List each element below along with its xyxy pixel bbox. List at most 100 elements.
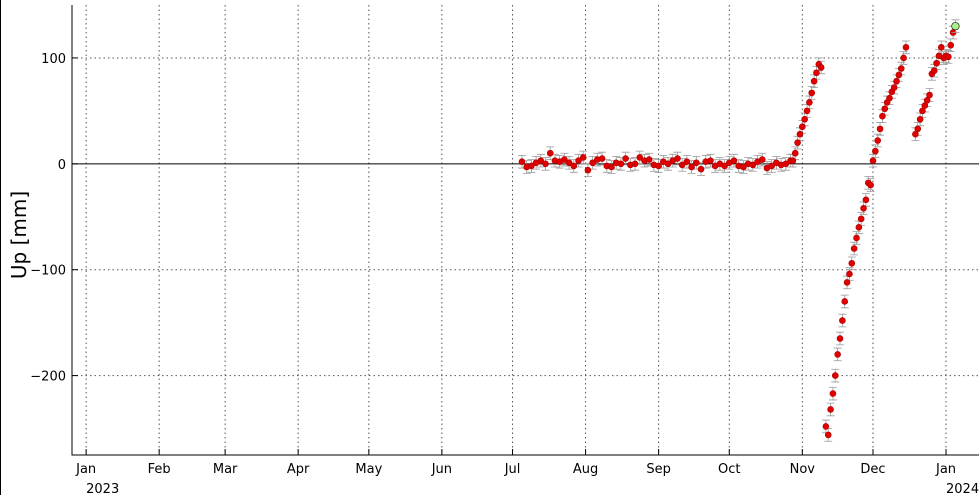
data-point bbox=[817, 64, 825, 71]
data-point bbox=[846, 270, 853, 278]
data-point bbox=[740, 163, 747, 171]
data-point bbox=[902, 44, 910, 51]
data-point bbox=[758, 156, 766, 163]
y-axis-label: Up [mm] bbox=[7, 191, 31, 279]
x-tick-label: Oct bbox=[718, 462, 740, 477]
data-point bbox=[874, 137, 881, 144]
x-tick-label: Feb bbox=[148, 462, 171, 477]
data-point bbox=[565, 159, 573, 167]
data-point bbox=[872, 147, 879, 155]
data-point bbox=[930, 67, 938, 74]
y-tick-label: −200 bbox=[30, 370, 66, 385]
data-point bbox=[843, 279, 851, 286]
data-point bbox=[831, 372, 839, 379]
data-point bbox=[584, 166, 592, 174]
data-point bbox=[879, 112, 886, 120]
data-point bbox=[926, 91, 933, 99]
x-tick-label: Jan bbox=[75, 462, 96, 477]
data-point bbox=[645, 156, 653, 163]
data-point bbox=[518, 158, 526, 166]
data-point bbox=[862, 196, 870, 204]
data-point bbox=[794, 139, 801, 146]
data-point bbox=[636, 154, 644, 161]
data-point bbox=[749, 161, 757, 169]
data-point bbox=[707, 157, 714, 164]
data-point bbox=[598, 155, 606, 162]
x-tick-label: Jun bbox=[431, 462, 452, 477]
data-point bbox=[528, 162, 535, 170]
data-point bbox=[890, 84, 898, 91]
data-point bbox=[678, 161, 686, 169]
data-point bbox=[827, 406, 834, 413]
data-point bbox=[945, 53, 952, 61]
data-point bbox=[839, 317, 846, 324]
data-point bbox=[561, 156, 568, 163]
data-point bbox=[951, 22, 960, 31]
data-point bbox=[631, 160, 639, 168]
data-point bbox=[546, 149, 554, 157]
data-point bbox=[721, 162, 728, 170]
data-point bbox=[799, 123, 806, 131]
data-point bbox=[617, 160, 625, 168]
data-point bbox=[655, 162, 662, 170]
data-point bbox=[688, 163, 695, 171]
data-point bbox=[692, 159, 700, 167]
data-point bbox=[881, 105, 889, 113]
data-point bbox=[813, 69, 820, 77]
data-point bbox=[579, 154, 587, 161]
data-point bbox=[933, 59, 940, 67]
x-tick-label: Jul bbox=[504, 462, 521, 477]
data-point bbox=[916, 116, 924, 123]
data-point bbox=[730, 157, 738, 164]
data-point bbox=[829, 390, 837, 397]
data-point bbox=[801, 116, 808, 123]
data-point bbox=[850, 245, 858, 252]
data-point bbox=[867, 181, 874, 189]
data-point bbox=[857, 215, 865, 223]
data-point bbox=[914, 125, 922, 133]
data-point bbox=[697, 165, 705, 173]
y-tick-label: 0 bbox=[58, 158, 66, 173]
data-point bbox=[836, 335, 844, 342]
data-point bbox=[822, 423, 830, 430]
axis-frame bbox=[71, 5, 979, 456]
data-point bbox=[622, 155, 629, 162]
data-point bbox=[855, 224, 863, 231]
data-point bbox=[853, 234, 860, 242]
data-point bbox=[895, 71, 903, 79]
data-point bbox=[789, 157, 797, 164]
x-year-label: 2023 bbox=[86, 482, 119, 495]
x-tick-label: Sep bbox=[646, 462, 671, 477]
data-point bbox=[791, 149, 799, 157]
data-point bbox=[683, 158, 691, 166]
x-tick-label: Dec bbox=[860, 462, 885, 477]
data-point bbox=[869, 157, 877, 164]
data-point bbox=[860, 204, 867, 212]
x-tick-label: Jan bbox=[935, 462, 956, 477]
data-point bbox=[768, 162, 775, 170]
data-point bbox=[575, 157, 582, 164]
data-point bbox=[806, 99, 813, 106]
x-year-label: 2024 bbox=[946, 482, 979, 495]
data-point bbox=[841, 298, 849, 305]
x-tick-label: May bbox=[355, 462, 382, 477]
data-point bbox=[848, 260, 856, 267]
data-point bbox=[608, 163, 615, 171]
data-point bbox=[938, 44, 945, 51]
data-point bbox=[537, 157, 545, 164]
data-point bbox=[824, 431, 832, 439]
data-point bbox=[570, 162, 578, 170]
data-point bbox=[782, 160, 790, 168]
y-tick-label: −100 bbox=[30, 264, 66, 279]
x-tick-label: Mar bbox=[213, 462, 238, 477]
data-point bbox=[897, 65, 905, 72]
x-tick-label: Nov bbox=[790, 462, 816, 477]
x-tick-label: Apr bbox=[287, 462, 310, 477]
data-point bbox=[876, 125, 884, 133]
data-point bbox=[808, 89, 816, 97]
data-point bbox=[542, 160, 549, 168]
data-point bbox=[664, 160, 672, 168]
y-tick-label: 100 bbox=[41, 52, 66, 67]
data-point bbox=[589, 159, 596, 167]
